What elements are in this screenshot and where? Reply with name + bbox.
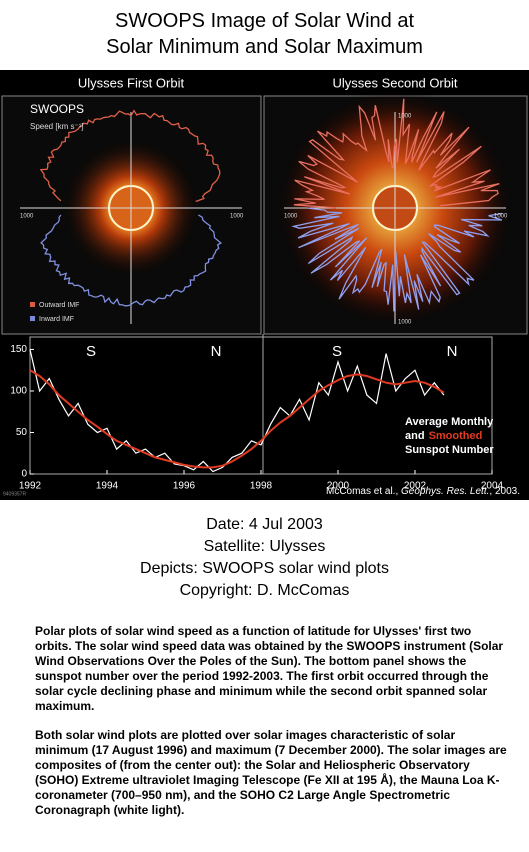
- hemisphere-label: N: [211, 343, 222, 360]
- date: Date: 4 Jul 2003: [206, 516, 323, 533]
- speed-trace: [39, 109, 221, 203]
- speed-traces: [39, 98, 503, 312]
- speed-trace: [291, 207, 503, 312]
- y-tick-label: 0: [21, 469, 27, 480]
- hemisphere-label: S: [86, 343, 96, 360]
- x-tick-label: 2002: [404, 481, 427, 492]
- legend-swatch: [30, 316, 35, 321]
- series-line: [29, 369, 445, 469]
- title: SWOOPS Image of Solar Wind at Solar Mini…: [0, 8, 529, 60]
- legend-label: Inward IMF: [39, 316, 74, 323]
- scale-label: 1000: [494, 214, 508, 220]
- scale-label: 1000: [230, 214, 244, 220]
- description: Polar plots of solar wind speed as a fun…: [35, 624, 510, 832]
- legend-label: and Smoothed: [405, 430, 482, 442]
- info: Date: 4 Jul 2003 Satellite: Ulysses Depi…: [0, 514, 529, 602]
- series-line: [29, 349, 445, 473]
- scale-label: 1000: [284, 214, 298, 220]
- y-tick-label: 100: [10, 386, 27, 397]
- paragraph: Both solar wind plots are plotted over s…: [35, 728, 507, 817]
- legend-text: Smoothed: [429, 430, 483, 442]
- depicts: Depicts: SWOOPS solar wind plots: [140, 560, 389, 577]
- hemisphere-label: N: [447, 343, 458, 360]
- legend-text: and: [405, 430, 425, 442]
- title-line: SWOOPS Image of Solar Wind at: [115, 10, 414, 32]
- sunspot-chart: 0 50 100 150 1992 1994 1996 1998 2000 2002 2004 S N S…: [10, 343, 503, 492]
- credit-part: Geophys. Res. Lett.: [401, 486, 489, 497]
- title-line: Solar Minimum and Solar Maximum: [106, 36, 423, 58]
- credit: McComas et al., Geophys. Res. Lett., 200…: [326, 486, 520, 497]
- legend-label: Average Monthly: [405, 416, 494, 428]
- speed-trace: [40, 214, 223, 307]
- y-tick-label: 150: [10, 344, 27, 355]
- scale-label: 1000: [398, 114, 412, 120]
- x-tick-label: 1994: [96, 481, 119, 492]
- satellite: Satellite: Ulysses: [203, 538, 326, 555]
- image-id: 9409357R: [3, 491, 26, 497]
- panel-label: SWOOPS: [30, 102, 84, 116]
- legend-label: Outward IMF: [39, 302, 79, 309]
- legend-swatch: [30, 302, 35, 307]
- y-tick-label: 50: [16, 427, 28, 438]
- x-tick-label: 2000: [327, 481, 350, 492]
- paragraph: Polar plots of solar wind speed as a fun…: [35, 624, 504, 713]
- x-tick-label: 1998: [250, 481, 273, 492]
- speed-trace: [293, 98, 500, 209]
- copyright: Copyright: D. McComas: [179, 582, 350, 599]
- panel-unit: Speed [km s⁻¹]: [30, 122, 84, 131]
- panel-title: Ulysses First Orbit: [78, 75, 185, 90]
- x-tick-label: 2004: [481, 481, 504, 492]
- x-tick-label: 1992: [19, 481, 42, 492]
- credit-part: McComas et al.,: [326, 486, 401, 497]
- scale-label: 1000: [20, 214, 34, 220]
- hemisphere-label: S: [332, 343, 342, 360]
- scale-label: 1000: [398, 320, 412, 326]
- figure: Ulysses First Orbit Ulysses Second Orbit…: [0, 70, 529, 500]
- x-tick-label: 1996: [173, 481, 196, 492]
- legend-label: Sunspot Number: [405, 444, 494, 456]
- credit-part: , 2003.: [489, 486, 520, 497]
- panel-title: Ulysses Second Orbit: [333, 75, 458, 90]
